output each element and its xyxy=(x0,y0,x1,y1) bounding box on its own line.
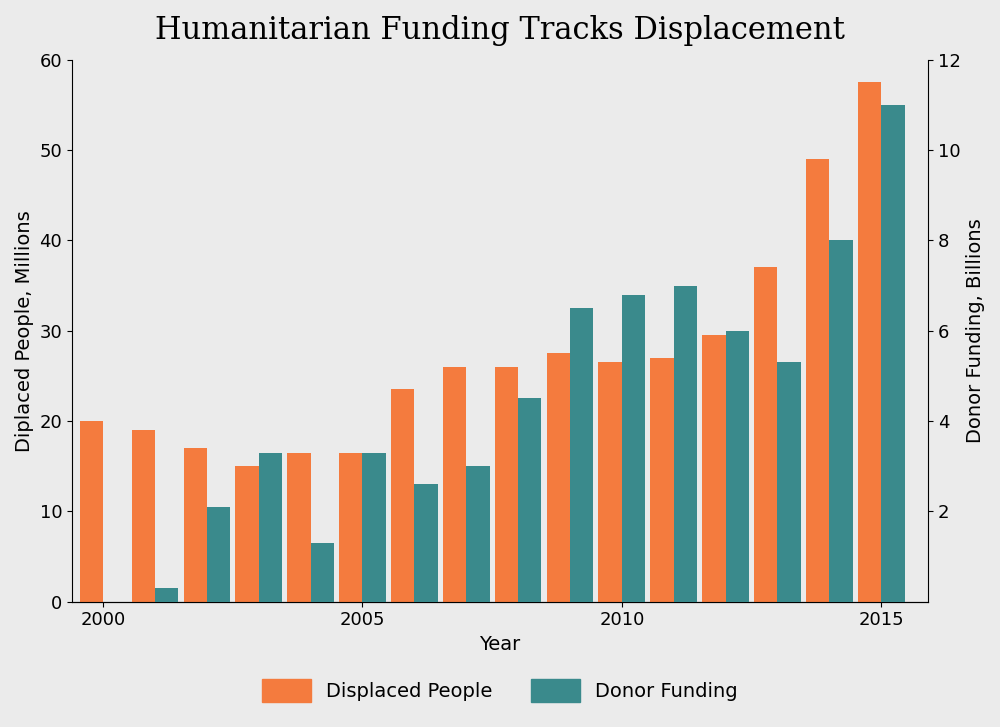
Bar xyxy=(391,390,414,601)
Bar xyxy=(495,367,518,601)
Bar xyxy=(881,105,905,601)
Bar xyxy=(622,294,645,601)
Title: Humanitarian Funding Tracks Displacement: Humanitarian Funding Tracks Displacement xyxy=(155,15,845,46)
Bar xyxy=(518,398,541,601)
Bar xyxy=(547,353,570,601)
Bar xyxy=(466,466,490,601)
Bar xyxy=(339,453,362,601)
Bar xyxy=(311,543,334,601)
Bar xyxy=(80,421,103,601)
Legend: Displaced People, Donor Funding: Displaced People, Donor Funding xyxy=(254,671,746,710)
Bar xyxy=(674,286,697,601)
Bar xyxy=(829,241,853,601)
Bar xyxy=(777,362,801,601)
Bar xyxy=(207,507,230,601)
Bar xyxy=(184,448,207,601)
Bar xyxy=(726,331,749,601)
X-axis label: Year: Year xyxy=(479,635,521,654)
Bar xyxy=(754,268,777,601)
Bar xyxy=(235,466,259,601)
Bar xyxy=(259,453,282,601)
Bar xyxy=(806,159,829,601)
Bar xyxy=(570,308,593,601)
Bar xyxy=(414,484,438,601)
Y-axis label: Diplaced People, Millions: Diplaced People, Millions xyxy=(15,210,34,451)
Bar xyxy=(287,453,311,601)
Y-axis label: Donor Funding, Billions: Donor Funding, Billions xyxy=(966,218,985,443)
Bar xyxy=(650,358,674,601)
Bar xyxy=(858,82,881,601)
Bar xyxy=(155,588,178,601)
Bar xyxy=(598,362,622,601)
Bar xyxy=(132,430,155,601)
Bar xyxy=(362,453,386,601)
Bar xyxy=(702,335,726,601)
Bar xyxy=(443,367,466,601)
